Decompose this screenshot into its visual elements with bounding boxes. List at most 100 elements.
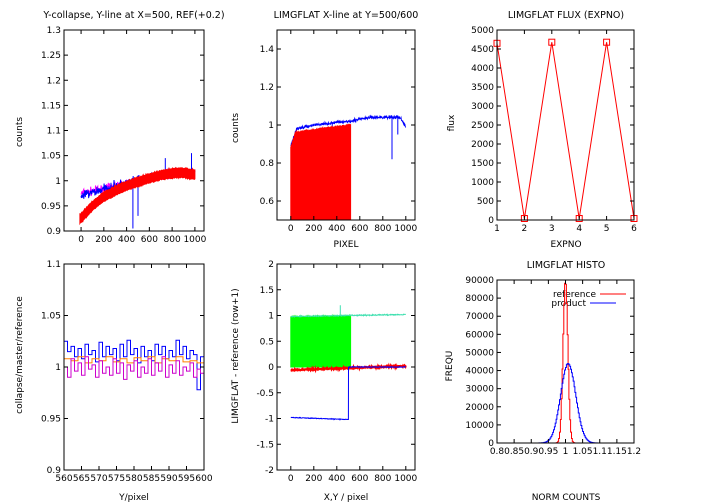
p4-plot-area <box>64 339 204 391</box>
y-tick-label: 4000 <box>471 64 494 74</box>
legend-label-reference: reference <box>553 290 596 300</box>
y-tick-label: 3000 <box>471 102 494 112</box>
panel-collapse-ratio: Y/pixel collapse/master/reference 0.9 0.9… <box>15 260 213 503</box>
x-tick-label: 560 <box>55 474 72 484</box>
y-tick-label: 0.95 <box>41 202 61 212</box>
y-tick-label: 80000 <box>465 294 494 304</box>
series-flux <box>496 42 635 219</box>
series-reference <box>64 356 204 380</box>
panel-flux-ylabel: flux <box>447 114 457 131</box>
series-line-y-500 <box>290 123 352 220</box>
x-tick-label: 800 <box>374 474 391 484</box>
x-tick-label: 200 <box>305 224 322 234</box>
panel-collapse-ratio-xlabel: Y/pixel <box>118 493 149 503</box>
x-tick-label: 1.05 <box>573 447 593 457</box>
series-collapse <box>64 339 204 391</box>
x-tick-label: 800 <box>164 235 181 245</box>
series-product <box>497 363 634 443</box>
y-tick-label: 1500 <box>471 159 494 169</box>
y-tick-label: 50000 <box>465 348 494 358</box>
y-tick-label: 30000 <box>465 385 494 395</box>
x-tick-label: 400 <box>328 474 345 484</box>
series-x-line-upper <box>290 305 407 319</box>
y-tick-label: 500 <box>477 197 494 207</box>
y-tick-label: 2000 <box>471 140 494 150</box>
x-tick-label: 565 <box>73 474 90 484</box>
panel-x-line: LIMGFLAT X-line at Y=500/600 PIXEL count… <box>231 10 418 250</box>
x-tick-label: 0.85 <box>504 447 524 457</box>
y-tick-label: 0.95 <box>41 415 61 425</box>
y-tick-label: 2500 <box>471 121 494 131</box>
panel-y-collapse-ylabel: counts <box>15 117 25 147</box>
y-tick-label: 1.1 <box>47 127 61 137</box>
y-tick-label: 90000 <box>465 276 494 286</box>
panel-x-line-xlabel: PIXEL <box>334 240 359 250</box>
x-tick-label: 600 <box>141 235 158 245</box>
series-line-y-600 <box>290 114 407 201</box>
x-tick-label: 570 <box>90 474 107 484</box>
y-tick-label: 0.5 <box>260 337 274 347</box>
x-tick-label: 6 <box>631 224 637 234</box>
p6-plot-area <box>497 282 634 443</box>
y-tick-label: 40000 <box>465 367 494 377</box>
x-tick-label: 1.1 <box>593 447 607 457</box>
x-tick-label: 595 <box>178 474 195 484</box>
y-tick-label: 1000 <box>471 178 494 188</box>
y-tick-label: 5000 <box>471 26 494 36</box>
y-tick-label: 0 <box>488 216 494 226</box>
legend-label-product: product <box>551 299 586 309</box>
flux-point-4 <box>575 215 583 222</box>
x-tick-label: 590 <box>160 474 177 484</box>
y-tick-label: 1.25 <box>41 51 61 61</box>
x-tick-label: 0 <box>78 235 84 245</box>
y-tick-label: 3500 <box>471 83 494 93</box>
x-tick-label: 1 <box>563 447 569 457</box>
x-tick-label: 600 <box>195 474 212 484</box>
y-tick-label: 1.4 <box>260 45 275 55</box>
y-tick-label: 0 <box>268 363 274 373</box>
x-tick-label: 2 <box>522 224 528 234</box>
panel-x-line-title: LIMGFLAT X-line at Y=500/600 <box>274 10 419 21</box>
y-tick-label: -1.5 <box>256 440 274 450</box>
x-tick-label: 575 <box>108 474 125 484</box>
x-tick-label: 400 <box>328 224 345 234</box>
flux-point-2 <box>520 215 528 222</box>
y-tick-label: 0 <box>488 439 494 449</box>
x-tick-label: 600 <box>351 474 368 484</box>
y-tick-label: 0.9 <box>47 227 62 237</box>
series-x-line-ref <box>290 313 352 368</box>
panel-flux-xlabel: EXPNO <box>550 240 581 250</box>
x-tick-label: 1000 <box>183 235 206 245</box>
x-tick-label: 0.9 <box>524 447 539 457</box>
y-tick-label: 1 <box>55 363 61 373</box>
flux-point-5 <box>603 38 611 46</box>
x-tick-label: 1000 <box>394 474 417 484</box>
y-tick-label: 1.2 <box>47 76 61 86</box>
y-tick-label: 1.05 <box>41 152 61 162</box>
y-tick-label: 1 <box>268 312 274 322</box>
y-tick-label: 10000 <box>465 421 494 431</box>
panel-x-line-ylabel: counts <box>231 113 241 143</box>
x-tick-label: 580 <box>125 474 142 484</box>
panel-flux-title: LIMGFLAT FLUX (EXPNO) <box>508 10 624 21</box>
panel-histogram-ylabel: FREQU <box>445 351 455 382</box>
p2-plot-area <box>290 114 407 220</box>
y-tick-label: 1.2 <box>260 83 274 93</box>
y-tick-label: 70000 <box>465 312 494 322</box>
p5-plot-area <box>290 305 407 421</box>
y-tick-label: 1 <box>55 177 61 187</box>
panel-difference-xlabel: X,Y / pixel <box>324 493 369 503</box>
y-tick-label: 1.1 <box>47 260 61 270</box>
panel-histogram-xlabel: NORM COUNTS <box>532 493 601 503</box>
x-tick-label: 4 <box>576 224 582 234</box>
y-tick-label: 20000 <box>465 403 494 413</box>
panel-y-collapse-title: Y-collapse, Y-line at X=500, REF(+0.2) <box>42 10 224 21</box>
y-tick-label: 0.9 <box>47 466 62 476</box>
y-tick-label: 0.6 <box>260 197 275 207</box>
p1-plot-area <box>79 153 196 229</box>
panel-flux: LIMGFLAT FLUX (EXPNO) EXPNO flux 0 500 100… <box>447 10 638 250</box>
x-tick-label: 400 <box>118 235 135 245</box>
y-tick-label: -0.5 <box>256 389 274 399</box>
y-tick-label: 4500 <box>471 45 494 55</box>
